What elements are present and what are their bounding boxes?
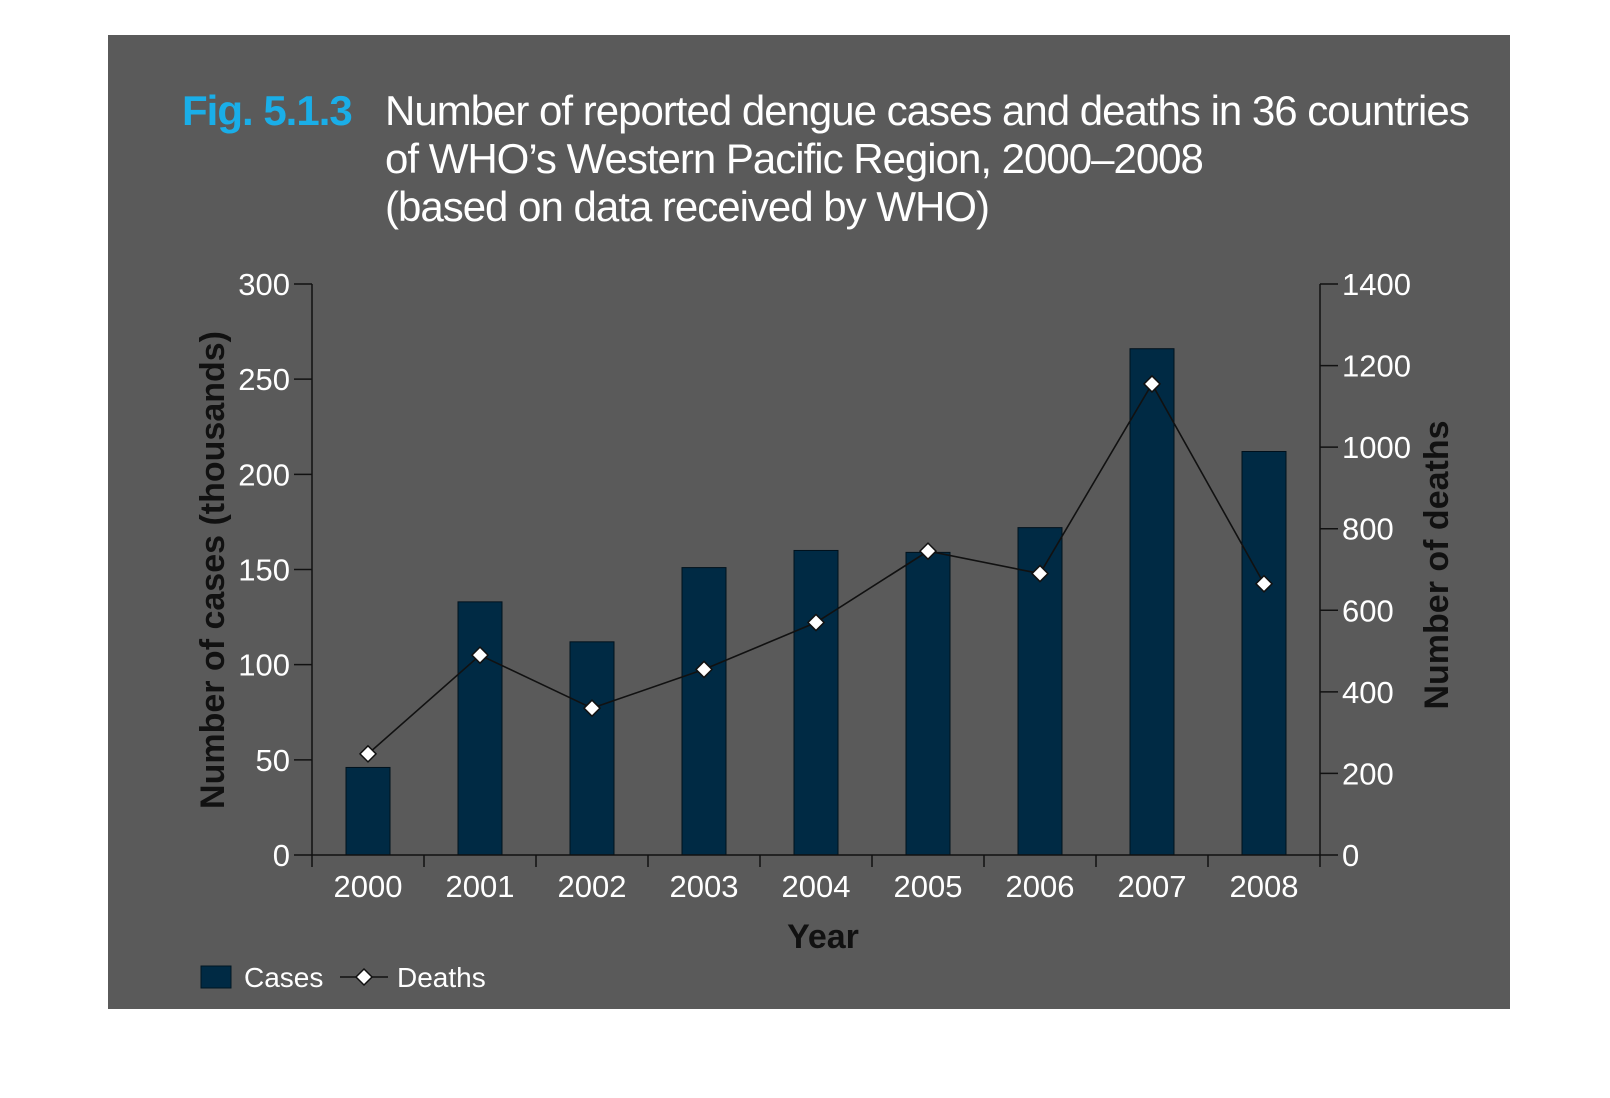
left-tick-label-100: 100 [238,648,290,683]
x-axis-title: Year [787,918,859,956]
x-tick-label-2008: 2008 [1230,869,1299,904]
legend-cases-swatch [200,965,232,989]
x-tick-label-2001: 2001 [446,869,515,904]
bar-2002 [569,641,615,856]
x-tick-label-2007: 2007 [1118,869,1187,904]
legend-deaths-marker [354,967,374,987]
left-tick-label-0: 0 [273,838,290,873]
x-tick-label-2000: 2000 [334,869,403,904]
legend-deaths-label: Deaths [397,962,486,993]
deaths-marker-2005 [918,542,938,561]
deaths-marker-2007 [1142,374,1162,393]
deaths-line-layer [358,374,1274,763]
left-tick-label-250: 250 [238,362,290,397]
legend-cases-label: Cases [244,962,323,993]
left-tick-label-300: 300 [238,267,290,302]
left-tick-label-150: 150 [238,553,290,588]
left-tick-label-200: 200 [238,457,290,492]
right-tick-label-1200: 1200 [1342,349,1411,384]
x-tick-label-2004: 2004 [782,869,851,904]
figure-title-line-1: Number of reported dengue cases and deat… [385,87,1470,134]
right-tick-label-600: 600 [1342,593,1394,628]
deaths-marker-2008 [1254,574,1274,593]
figure-label: Fig. 5.1.3 [182,87,353,134]
x-tick-label-2003: 2003 [670,869,739,904]
bar-2000 [345,766,391,856]
deaths-marker-2004 [806,613,826,632]
axes-layer: 0 50 100 150 200 250 300 0 200 400 600 800 1000 1200 1… [238,267,1411,904]
bars-layer [345,348,1287,856]
figure-title-line-3: (based on data received by WHO) [385,183,990,230]
right-tick-label-200: 200 [1342,756,1394,791]
legend: Cases Deaths [200,962,486,993]
bar-2005 [905,551,951,856]
deaths-marker-2002 [582,699,602,718]
figure-title-line-2: of WHO’s Western Pacific Region, 2000–20… [385,135,1204,182]
left-tick-label-50: 50 [256,743,290,778]
right-axis-title: Number of deaths [1418,420,1456,709]
right-tick-label-1400: 1400 [1342,267,1411,302]
right-tick-label-400: 400 [1342,675,1394,710]
bar-2004 [793,549,839,856]
x-tick-label-2005: 2005 [894,869,963,904]
bar-2003 [681,567,727,856]
right-tick-label-0: 0 [1342,838,1359,873]
x-tick-label-2006: 2006 [1006,869,1075,904]
bar-2001 [457,601,503,856]
deaths-marker-2001 [470,646,490,665]
right-tick-label-1000: 1000 [1342,430,1411,465]
bar-2008 [1241,450,1287,856]
left-axis-title: Number of cases (thousands) [194,331,232,809]
x-tick-label-2002: 2002 [558,869,627,904]
right-tick-label-800: 800 [1342,512,1394,547]
deaths-marker-2003 [694,660,714,679]
deaths-marker-2006 [1030,564,1050,583]
deaths-marker-2000 [358,744,378,763]
bar-2007 [1129,348,1175,856]
